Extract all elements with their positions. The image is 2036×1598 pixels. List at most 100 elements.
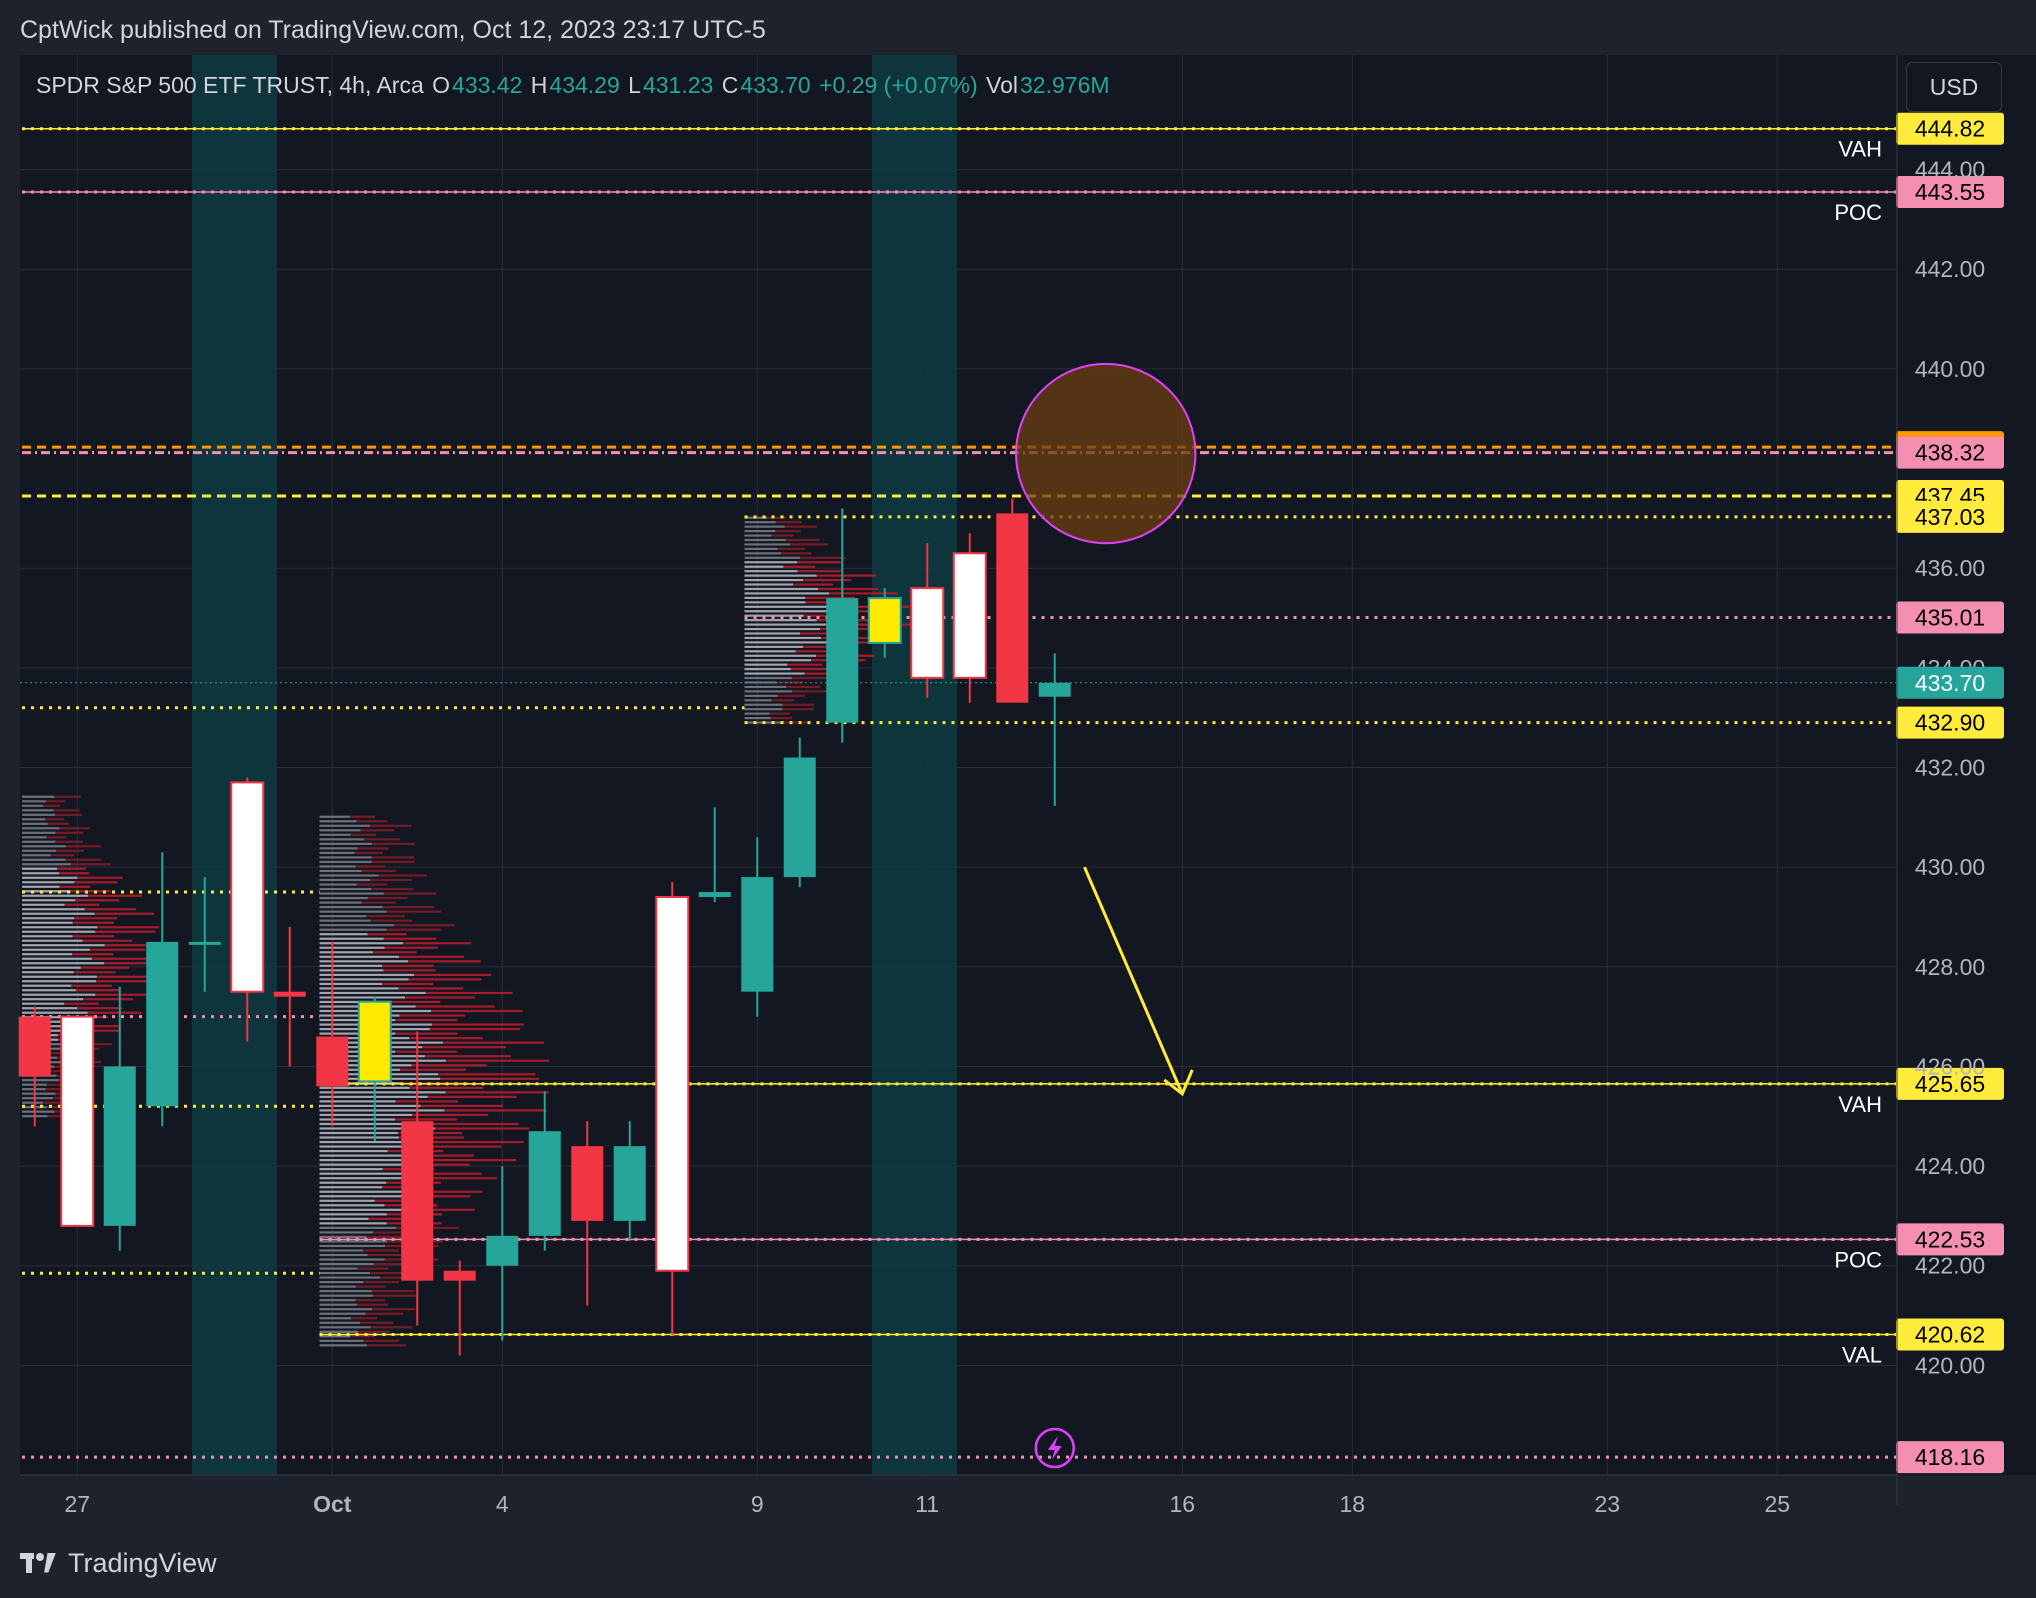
profile-bar-gray xyxy=(319,1163,403,1166)
profile-bar-red xyxy=(402,942,472,945)
profile-bar-red xyxy=(363,1281,400,1284)
profile-bar-gray xyxy=(744,650,796,653)
profile-bar-gray xyxy=(319,901,362,904)
profile-bar-red xyxy=(404,1154,474,1157)
price-axis[interactable]: 444.82443.55438.43438.32437.45437.03435.… xyxy=(1896,112,2004,1474)
profile-bar-red xyxy=(368,1217,409,1220)
profile-bar-gray xyxy=(22,980,96,983)
profile-bar-red xyxy=(89,948,146,951)
profile-bar-gray xyxy=(744,699,772,702)
profile-bar-gray xyxy=(744,641,831,644)
profile-bar-gray xyxy=(22,948,90,951)
profile-bar-red xyxy=(409,1037,483,1040)
profile-bar-red xyxy=(427,1159,517,1162)
profile-bar-red xyxy=(357,1303,388,1306)
currency-button[interactable]: USD xyxy=(1906,62,2002,112)
profile-bar-red xyxy=(792,690,832,693)
profile-bar-gray xyxy=(319,892,384,895)
profile-bar-gray xyxy=(319,1109,445,1112)
profile-bar-red xyxy=(408,1172,482,1175)
profile-bar-gray xyxy=(319,878,371,882)
profile-bar-red xyxy=(412,1113,489,1117)
profile-bar-red xyxy=(373,1294,418,1297)
profile-bar-red xyxy=(356,820,388,823)
profile-bar-gray xyxy=(744,654,817,657)
profile-bar-gray xyxy=(22,809,54,812)
price-tick-label: 420.00 xyxy=(1915,1352,1985,1378)
level-tag-val: VAL xyxy=(1842,1342,1882,1367)
profile-bar-gray xyxy=(22,818,46,821)
profile-bar-gray xyxy=(22,984,72,987)
profile-bar-gray xyxy=(319,1091,446,1094)
profile-bar-gray xyxy=(22,858,66,861)
profile-bar-gray xyxy=(319,1168,383,1171)
profile-bar-gray xyxy=(319,1339,364,1342)
profile-bar-red xyxy=(361,901,396,904)
profile-bar-gray xyxy=(319,887,372,891)
profile-bar-gray xyxy=(319,1344,368,1347)
profile-bar-red xyxy=(371,856,415,859)
profile-bar-red xyxy=(45,1088,66,1091)
profile-bar-red xyxy=(74,917,118,920)
profile-bar-red xyxy=(382,906,435,909)
profile-bar-gray xyxy=(22,840,56,843)
profile-bar-red xyxy=(65,845,102,848)
profile-bar-gray xyxy=(22,957,92,960)
profile-bar-gray xyxy=(22,903,65,906)
profile-bar-gray xyxy=(319,1113,413,1117)
profile-bar-red xyxy=(94,912,155,915)
profile-bar-red xyxy=(393,924,455,927)
profile-bar-red xyxy=(408,978,482,981)
profile-bar-red xyxy=(395,1018,458,1022)
time-tick-label: 11 xyxy=(915,1491,939,1517)
profile-bar-gray xyxy=(744,685,787,689)
profile-bar-gray xyxy=(319,1145,420,1148)
profile-bar-gray xyxy=(319,1258,385,1261)
profile-bar-red xyxy=(42,1101,60,1104)
profile-bar-gray xyxy=(319,955,400,958)
profile-bar-gray xyxy=(319,946,385,949)
profile-bar-gray xyxy=(744,605,836,608)
profile-bar-gray xyxy=(744,578,804,582)
level-tag-vah: VAH xyxy=(1838,137,1882,162)
profile-bar-red xyxy=(356,883,388,886)
price-label-box xyxy=(1896,1223,2004,1256)
price-tick-label: 436.00 xyxy=(1915,555,1985,581)
profile-bar-red xyxy=(355,1299,386,1302)
volume-label: Vol xyxy=(986,72,1019,98)
profile-bar-red xyxy=(784,525,818,528)
open-label: O xyxy=(432,72,451,98)
arrow-head-icon xyxy=(1163,1069,1194,1097)
price-label-box xyxy=(1896,1318,2004,1351)
profile-bar-red xyxy=(82,998,133,1001)
profile-bar-red xyxy=(71,984,112,987)
profile-bar-red xyxy=(366,1235,406,1239)
level-tag-poc: POC xyxy=(1834,200,1882,225)
profile-bar-red xyxy=(787,663,823,666)
profile-bar-red xyxy=(415,1005,495,1008)
change-value: +0.29 (+0.07%) xyxy=(819,72,978,98)
profile-bar-gray xyxy=(319,1136,399,1139)
candle-body xyxy=(1038,682,1071,697)
profile-bar-gray xyxy=(319,928,387,931)
profile-bar-gray xyxy=(319,1267,358,1270)
profile-bar-red xyxy=(372,951,417,954)
profile-bar-gray xyxy=(319,1308,373,1311)
profile-bar-gray xyxy=(319,1231,374,1234)
profile-bar-red xyxy=(383,937,437,940)
profile-bar-gray xyxy=(319,833,351,836)
price-label: 422.53 xyxy=(1915,1226,1985,1252)
profile-bar-red xyxy=(77,876,123,879)
symbol-name[interactable]: SPDR S&P 500 ETF TRUST, 4h, Arca xyxy=(36,72,424,98)
profile-bar-gray xyxy=(319,1181,387,1184)
tradingview-brand[interactable]: TradingView xyxy=(20,1548,217,1579)
high-label: H xyxy=(530,72,548,98)
profile-bar-gray xyxy=(22,890,71,893)
profile-bar-gray xyxy=(319,1226,397,1229)
profile-bar-gray xyxy=(744,712,770,715)
time-axis[interactable]: 27 Oct 4 9 11 16 18 23 25 xyxy=(64,1491,1790,1517)
profile-bar-gray xyxy=(22,849,57,852)
profile-bar-gray xyxy=(319,978,409,981)
profile-bar-red xyxy=(381,982,434,986)
